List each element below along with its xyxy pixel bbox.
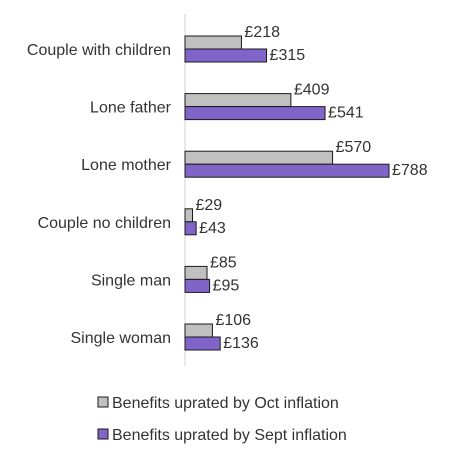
data-label: £106 <box>215 312 251 329</box>
value-labels: £218 £315 £409 £541 £570 £788 £29 £43 £85 £95 £106… <box>196 24 428 352</box>
category-label: Single man <box>91 272 171 289</box>
bar-oct-inflation <box>184 323 213 338</box>
data-label: £43 <box>199 220 226 237</box>
bar-oct-inflation <box>184 150 334 165</box>
bar-oct-inflation <box>184 265 208 280</box>
bar-sept-inflation <box>184 336 221 351</box>
category-label: Lone father <box>90 100 172 117</box>
category-label: Couple no children <box>38 215 171 232</box>
data-label: £570 <box>336 139 372 156</box>
data-label: £85 <box>210 254 237 271</box>
legend-swatch-sept <box>97 428 109 440</box>
bar-sept-inflation <box>184 106 326 121</box>
category-labels: Couple with children Lone father Lone moth… <box>27 42 172 347</box>
data-label: £95 <box>213 277 240 294</box>
data-label: £788 <box>392 162 428 179</box>
bar-oct-inflation <box>184 35 242 50</box>
category-label: Lone mother <box>81 157 172 174</box>
data-label: £409 <box>294 82 330 99</box>
data-label: £315 <box>270 47 306 64</box>
bar-oct-inflation <box>184 208 194 223</box>
legend-label: Benefits uprated by Oct inflation <box>112 395 339 412</box>
data-label: £136 <box>223 335 259 352</box>
legend-label: Benefits uprated by Sept inflation <box>112 427 347 444</box>
bar-oct-inflation <box>184 93 292 108</box>
category-label: Couple with children <box>27 42 171 59</box>
data-label: £541 <box>328 105 364 122</box>
legend-swatch-oct <box>97 396 109 408</box>
legend: Benefits uprated by Oct inflation Benefit… <box>97 395 347 444</box>
bar-sept-inflation <box>184 221 197 236</box>
bar-sept-inflation <box>184 278 211 293</box>
bar-sept-inflation <box>184 48 268 63</box>
category-label: Single woman <box>71 330 172 347</box>
data-label: £218 <box>244 24 280 41</box>
bars-group <box>184 35 390 351</box>
bar-sept-inflation <box>184 163 390 178</box>
data-label: £29 <box>196 197 223 214</box>
